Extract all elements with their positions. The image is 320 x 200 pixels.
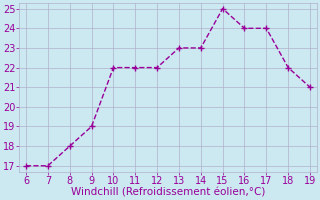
X-axis label: Windchill (Refroidissement éolien,°C): Windchill (Refroidissement éolien,°C) [71, 187, 265, 197]
